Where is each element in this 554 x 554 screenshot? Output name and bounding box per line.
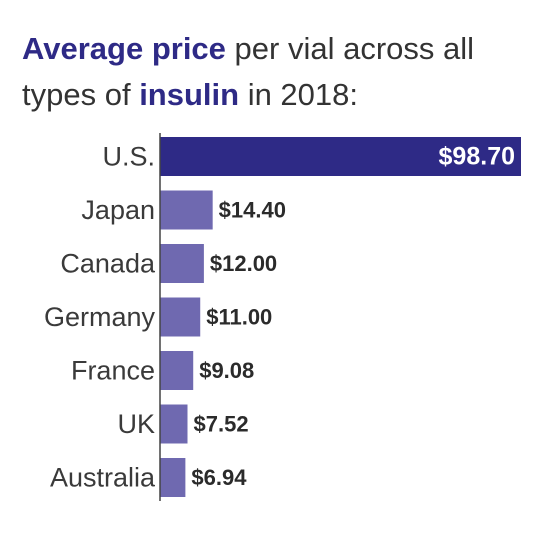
value-label: $11.00 bbox=[206, 305, 272, 330]
chart-title: Average price per vial across all types … bbox=[22, 26, 542, 118]
bar-germany bbox=[160, 297, 201, 337]
value-label: $98.70 bbox=[439, 143, 515, 171]
category-label: U.S. bbox=[102, 142, 155, 172]
category-label: Canada bbox=[60, 249, 156, 279]
value-label: $7.52 bbox=[194, 412, 249, 437]
bar-france bbox=[160, 351, 194, 390]
bar-japan bbox=[160, 190, 213, 230]
category-label: Australia bbox=[50, 463, 156, 493]
bar-australia bbox=[160, 458, 186, 497]
value-label: $12.00 bbox=[210, 251, 277, 276]
title-highlight-price: Average price bbox=[22, 31, 226, 66]
value-label: $6.94 bbox=[191, 465, 247, 490]
bar-canada bbox=[160, 244, 204, 283]
category-label: France bbox=[71, 356, 155, 386]
bar-u-s bbox=[160, 137, 521, 176]
value-label: $9.08 bbox=[199, 358, 254, 383]
title-text-end: in 2018: bbox=[239, 77, 359, 112]
title-highlight-insulin: insulin bbox=[139, 77, 240, 112]
value-label: $14.40 bbox=[219, 198, 286, 223]
bar-uk bbox=[160, 404, 188, 444]
category-label: UK bbox=[117, 409, 155, 439]
title-text-middle: per vial across all types of bbox=[22, 31, 475, 112]
category-label: Germany bbox=[44, 302, 156, 332]
category-label: Japan bbox=[81, 195, 155, 225]
